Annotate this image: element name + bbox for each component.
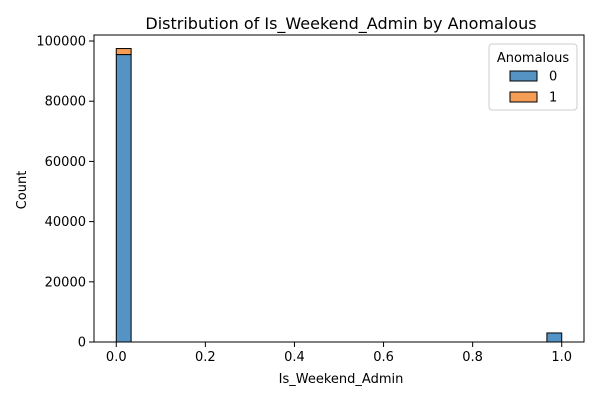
x-tick-label: 0.2 — [195, 350, 216, 365]
x-tick-label: 1.0 — [551, 350, 572, 365]
x-axis: 0.0 0.2 0.4 0.6 0.8 1.0 — [106, 342, 572, 365]
bar-series-1-bin-0 — [115, 48, 132, 56]
legend: Anomalous 0 1 — [488, 43, 578, 111]
y-tick-label: 40000 — [45, 215, 86, 230]
y-tick-label: 20000 — [45, 275, 86, 290]
legend-swatch-1 — [509, 91, 538, 103]
x-axis-label: Is_Weekend_Admin — [279, 372, 404, 387]
chart-title: Distribution of Is_Weekend_Admin by Anom… — [145, 14, 536, 34]
y-tick-label: 80000 — [45, 95, 86, 110]
bar-series-0-bin-0 — [115, 54, 132, 343]
x-tick-label: 0.6 — [373, 350, 394, 365]
x-tick-label: 0.4 — [284, 350, 305, 365]
bars-layer — [115, 48, 563, 343]
y-axis: 0 20000 40000 60000 80000 100000 — [36, 35, 94, 351]
legend-label-1: 1 — [549, 91, 557, 106]
legend-swatch-0 — [509, 70, 538, 82]
bar-series-0-bin-1 — [546, 332, 563, 343]
x-tick-label: 0.0 — [106, 350, 127, 365]
y-tick-label: 0 — [78, 336, 86, 351]
y-axis-label: Count — [15, 171, 30, 210]
legend-title: Anomalous — [497, 51, 570, 66]
x-tick-label: 0.8 — [462, 350, 483, 365]
y-tick-label: 100000 — [36, 35, 86, 50]
plot-frame — [93, 34, 585, 343]
y-tick-label: 60000 — [45, 155, 86, 170]
legend-label-0: 0 — [549, 70, 557, 85]
